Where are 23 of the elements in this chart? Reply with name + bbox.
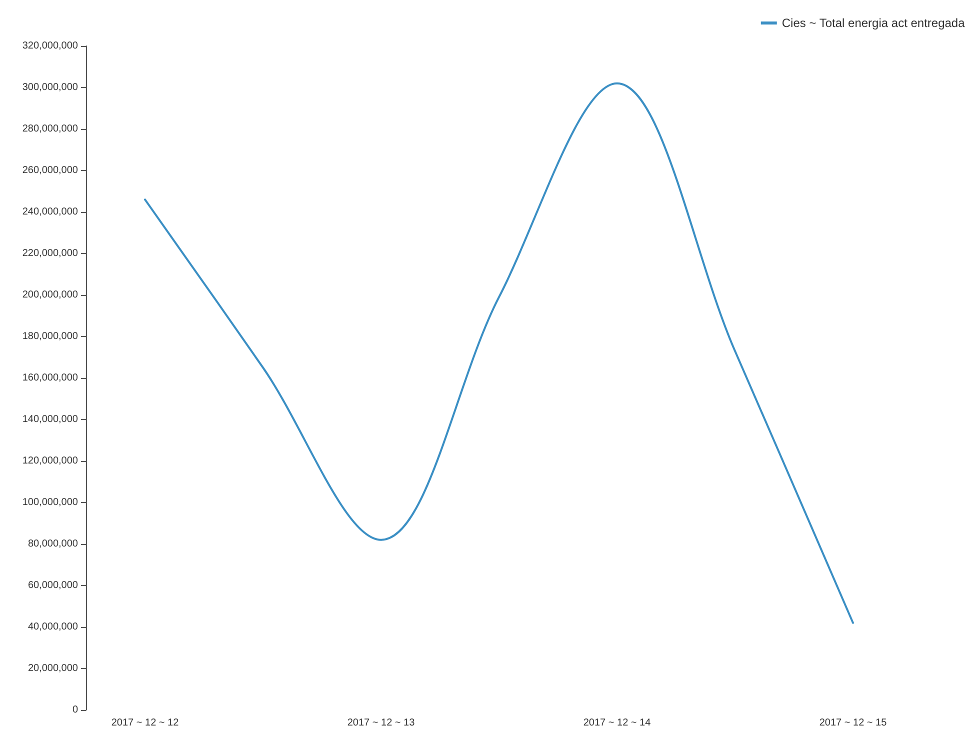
y-tick-label: 80,000,000 (28, 538, 78, 550)
y-tick-label: 160,000,000 (22, 372, 78, 384)
y-tick-label: 20,000,000 (28, 663, 78, 674)
x-tick-label: 2017 ~ 12 ~ 12 (111, 718, 180, 728)
y-tick-label: 220,000,000 (22, 248, 78, 259)
y-tick-label: 140,000,000 (22, 414, 78, 425)
x-tick-label: 2017 ~ 12 ~ 14 (583, 718, 652, 728)
x-tick-label: 2017 ~ 12 ~ 13 (347, 718, 416, 728)
y-tick-label: 300,000,000 (22, 82, 78, 93)
y-tick-label: 40,000,000 (28, 622, 78, 632)
y-tick-label: 100,000,000 (22, 497, 78, 508)
y-tick-label: 280,000,000 (22, 124, 78, 134)
y-tick-label: 0 (72, 704, 78, 716)
legend-label: Cies ~ Total energia act entregada (782, 16, 966, 30)
y-tick-label: 180,000,000 (22, 331, 78, 342)
y-tick-label: 260,000,000 (22, 165, 78, 176)
y-tick-label: 200,000,000 (22, 290, 78, 300)
x-tick-label: 2017 ~ 12 ~ 15 (819, 718, 888, 728)
line-series (144, 82, 854, 624)
y-tick-label: 120,000,000 (22, 456, 78, 466)
y-tick-label: 240,000,000 (22, 206, 78, 218)
y-tick-label: 60,000,000 (28, 580, 78, 591)
y-tick-label: 320,000,000 (22, 40, 78, 52)
